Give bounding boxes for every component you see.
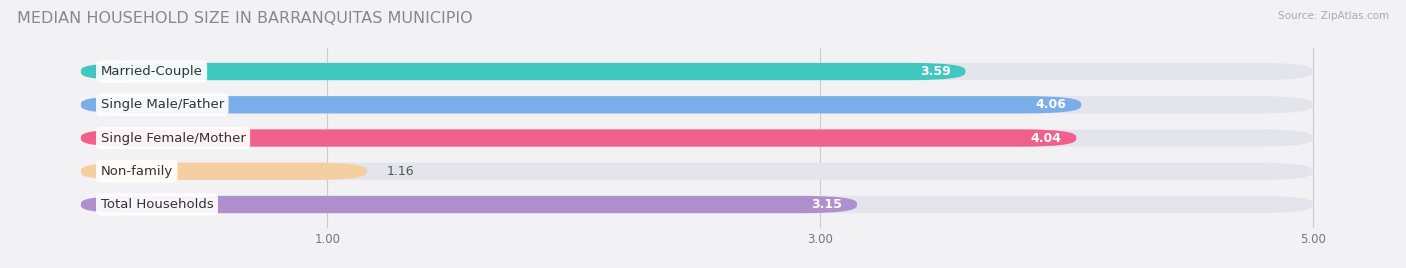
Text: Single Female/Mother: Single Female/Mother: [101, 132, 246, 144]
Text: 3.15: 3.15: [811, 198, 842, 211]
FancyBboxPatch shape: [82, 63, 1313, 80]
Text: 1.16: 1.16: [387, 165, 413, 178]
Text: 4.06: 4.06: [1035, 98, 1066, 111]
FancyBboxPatch shape: [82, 196, 1313, 213]
Text: 4.04: 4.04: [1031, 132, 1062, 144]
FancyBboxPatch shape: [82, 129, 1313, 147]
Text: 3.59: 3.59: [920, 65, 950, 78]
FancyBboxPatch shape: [82, 196, 858, 213]
Text: Total Households: Total Households: [101, 198, 214, 211]
FancyBboxPatch shape: [82, 163, 367, 180]
FancyBboxPatch shape: [82, 129, 1076, 147]
Text: Married-Couple: Married-Couple: [101, 65, 202, 78]
Text: Non-family: Non-family: [101, 165, 173, 178]
Text: Source: ZipAtlas.com: Source: ZipAtlas.com: [1278, 11, 1389, 21]
FancyBboxPatch shape: [82, 96, 1081, 113]
FancyBboxPatch shape: [82, 63, 966, 80]
Text: Single Male/Father: Single Male/Father: [101, 98, 224, 111]
FancyBboxPatch shape: [82, 163, 1313, 180]
Text: MEDIAN HOUSEHOLD SIZE IN BARRANQUITAS MUNICIPIO: MEDIAN HOUSEHOLD SIZE IN BARRANQUITAS MU…: [17, 11, 472, 26]
FancyBboxPatch shape: [82, 96, 1313, 113]
